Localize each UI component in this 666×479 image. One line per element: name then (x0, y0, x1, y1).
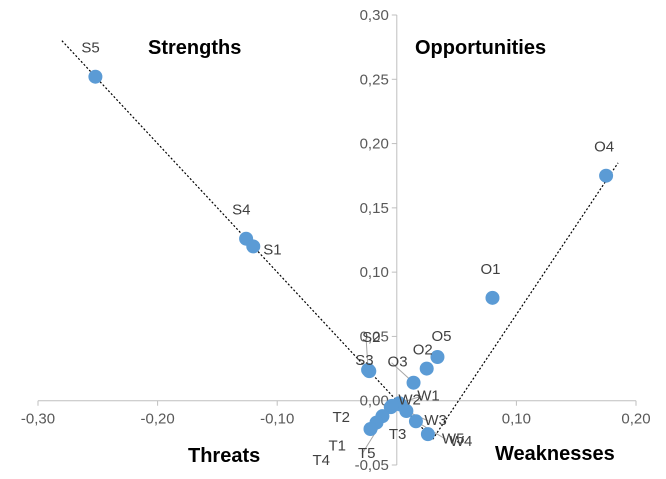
trendline (61, 40, 428, 434)
trendline (432, 162, 619, 440)
point-label-t2: T2 (332, 409, 350, 426)
point-label-o1: O1 (480, 261, 500, 278)
point-label-s4: S4 (232, 202, 250, 219)
point-label-o4: O4 (594, 139, 614, 156)
point-label-o5: O5 (431, 328, 451, 345)
point-label-t1: T1 (328, 438, 346, 455)
point-label-o2: O2 (413, 342, 433, 359)
x-tick-label: 0,20 (621, 411, 650, 428)
point-label-w2: W2 (398, 392, 421, 409)
point-label-s5: S5 (81, 40, 99, 57)
point-label-t4: T4 (312, 452, 330, 469)
x-tick-label: 0,10 (502, 411, 531, 428)
x-tick-label: -0,20 (140, 411, 174, 428)
point-label-s2: S2 (362, 329, 380, 346)
axes (38, 15, 636, 465)
x-tick-label: -0,30 (21, 411, 55, 428)
data-point-o2 (419, 361, 434, 376)
data-point-o5 (430, 350, 445, 364)
point-label-o3: O3 (388, 354, 408, 371)
x-tick-label: -0,10 (260, 411, 294, 428)
y-tick-label: 0,10 (360, 264, 389, 281)
point-label-w5: W5 (442, 430, 465, 447)
y-tick-labels: 0,30 0,25 0,20 0,15 0,10 0,05 0,00 -0,05 (355, 7, 397, 474)
data-point-o4 (599, 168, 614, 183)
point-label-w3: W3 (424, 412, 447, 429)
data-point-w3 (399, 404, 414, 418)
data-point-t4 (363, 422, 378, 436)
point-label-t5: T5 (358, 445, 376, 462)
data-point-o1 (485, 290, 500, 305)
data-point-s5 (88, 69, 103, 84)
data-point-s1 (246, 239, 261, 254)
point-label-s3: S3 (355, 352, 373, 369)
point-label-s1: S1 (263, 241, 281, 258)
trendlines (61, 40, 619, 440)
quadrant-label-opportunities: Opportunities (415, 37, 546, 59)
y-tick-label: 0,15 (360, 200, 389, 217)
y-tick-label: -0,05 (355, 457, 389, 474)
quadrant-label-threats: Threats (188, 445, 260, 467)
data-point-o3 (406, 375, 421, 390)
point-label-w4: W4 (450, 433, 473, 450)
data-point-w5 (408, 414, 423, 429)
data-point-w4 (420, 427, 435, 442)
x-tick-labels: -0,30 -0,20 -0,10 0,10 0,20 (21, 400, 651, 428)
y-tick-label: 0,20 (360, 136, 389, 153)
quadrant-labels: Strengths Opportunities Threats Weakness… (148, 37, 615, 467)
data-points (88, 69, 614, 442)
data-point-t5 (385, 398, 400, 413)
y-tick-label: 0,00 (360, 393, 389, 410)
quadrant-label-weaknesses: Weaknesses (495, 443, 615, 465)
quadrant-label-strengths: Strengths (148, 37, 241, 59)
y-tick-label: 0,25 (360, 71, 389, 88)
point-label-w1: W1 (417, 387, 440, 404)
point-label-t3: T3 (389, 426, 407, 443)
y-tick-label: 0,30 (360, 7, 389, 24)
data-point-s3 (362, 364, 377, 379)
y-tick-label: 0,05 (360, 328, 389, 345)
